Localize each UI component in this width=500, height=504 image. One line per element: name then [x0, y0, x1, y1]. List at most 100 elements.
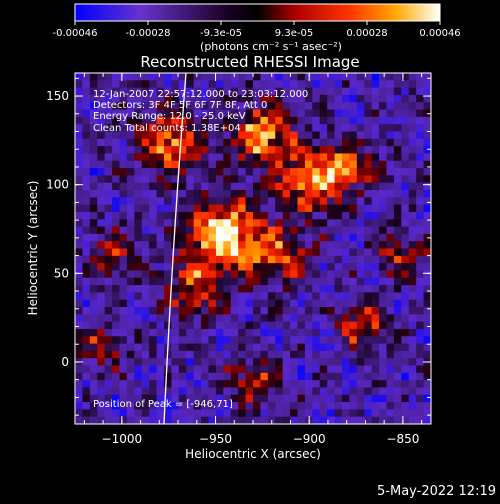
heatmap-cell — [356, 372, 365, 381]
heatmap-cell — [201, 387, 210, 396]
heatmap-cell — [253, 197, 262, 206]
heatmap-cell — [342, 102, 351, 111]
heatmap-cell — [297, 314, 306, 323]
heatmap-cell — [423, 314, 431, 323]
heatmap-cell — [149, 285, 158, 293]
heatmap-cell — [267, 146, 276, 155]
heatmap-cell — [297, 131, 306, 140]
heatmap-cell — [215, 416, 224, 424]
heatmap-cell — [253, 343, 262, 352]
heatmap-cell — [253, 160, 262, 169]
heatmap-cell — [238, 102, 247, 111]
heatmap-cell — [275, 168, 284, 176]
heatmap-cell — [290, 343, 299, 352]
heatmap-cell — [171, 94, 180, 103]
heatmap-cell — [304, 168, 313, 176]
heatmap-cell — [416, 138, 425, 147]
heatmap-cell — [193, 248, 202, 257]
heatmap-cell — [112, 109, 121, 118]
heatmap-cell — [89, 387, 98, 396]
heatmap-cell — [126, 94, 135, 103]
heatmap-cell — [149, 160, 158, 169]
colorbar-tick-label: 0.00046 — [419, 28, 460, 39]
heatmap-cell — [230, 292, 239, 301]
heatmap-cell — [342, 116, 351, 125]
heatmap-cell — [304, 116, 313, 125]
heatmap-cell — [371, 190, 380, 198]
heatmap-cell — [112, 219, 121, 228]
heatmap-cell — [223, 321, 232, 330]
heatmap-cell — [141, 263, 150, 272]
heatmap-cell — [126, 87, 135, 96]
heatmap-cell — [186, 146, 195, 155]
heatmap-cell — [164, 80, 173, 89]
heatmap-cell — [201, 131, 210, 140]
heatmap-cell — [208, 197, 217, 206]
heatmap-cell — [379, 285, 388, 293]
heatmap-cell — [282, 394, 291, 403]
heatmap-cell — [319, 255, 328, 264]
heatmap-cell — [141, 328, 150, 337]
heatmap-cell — [245, 380, 254, 389]
heatmap-cell — [97, 270, 106, 279]
heatmap-cell — [134, 328, 143, 337]
heatmap-cell — [75, 116, 84, 125]
heatmap-cell — [327, 94, 336, 103]
heatmap-cell — [253, 241, 262, 250]
heatmap-cell — [386, 299, 395, 308]
heatmap-cell — [304, 219, 313, 228]
heatmap-cell — [393, 277, 402, 286]
heatmap-cell — [141, 153, 150, 162]
heatmap-cell — [304, 299, 313, 308]
heatmap-cell — [201, 182, 210, 191]
heatmap-cell — [141, 394, 150, 403]
heatmap-cell — [104, 226, 113, 235]
heatmap-cell — [245, 175, 254, 184]
heatmap-cell — [104, 94, 113, 103]
heatmap-cell — [238, 336, 247, 345]
heatmap-cell — [334, 153, 343, 162]
heatmap-cell — [97, 168, 106, 176]
heatmap-cell — [186, 307, 195, 315]
heatmap-cell — [208, 73, 217, 81]
heatmap-cell — [401, 168, 410, 176]
heatmap-cell — [112, 241, 121, 250]
heatmap-cell — [223, 409, 232, 418]
heatmap-cell — [119, 372, 128, 381]
heatmap-cell — [149, 372, 158, 381]
heatmap-cell — [297, 241, 306, 250]
heatmap-cell — [327, 233, 336, 242]
heatmap-cell — [290, 131, 299, 140]
heatmap-cell — [208, 409, 217, 418]
heatmap-cell — [201, 124, 210, 133]
heatmap-cell — [379, 255, 388, 264]
heatmap-cell — [208, 321, 217, 330]
heatmap-cell — [104, 87, 113, 96]
annotation-energy: Energy Range: 12.0 - 25.0 keV — [93, 111, 246, 122]
heatmap-cell — [149, 87, 158, 96]
heatmap-cell — [119, 380, 128, 389]
heatmap-cell — [178, 73, 187, 81]
heatmap-cell — [253, 131, 262, 140]
heatmap-cell — [297, 160, 306, 169]
heatmap-cell — [208, 314, 217, 323]
heatmap-cell — [364, 226, 373, 235]
heatmap-cell — [238, 307, 247, 315]
heatmap-cell — [97, 307, 106, 315]
heatmap-cell — [408, 197, 417, 206]
heatmap-cell — [201, 80, 210, 89]
heatmap-cell — [304, 241, 313, 250]
heatmap-cell — [260, 328, 269, 337]
heatmap-cell — [171, 233, 180, 242]
heatmap-cell — [112, 204, 121, 213]
heatmap-cell — [408, 277, 417, 286]
heatmap-cell — [393, 299, 402, 308]
heatmap-cell — [342, 219, 351, 228]
heatmap-cell — [290, 292, 299, 301]
heatmap-cell — [112, 343, 121, 352]
heatmap-cell — [401, 409, 410, 418]
heatmap-cell — [290, 102, 299, 111]
heatmap-cell — [193, 241, 202, 250]
